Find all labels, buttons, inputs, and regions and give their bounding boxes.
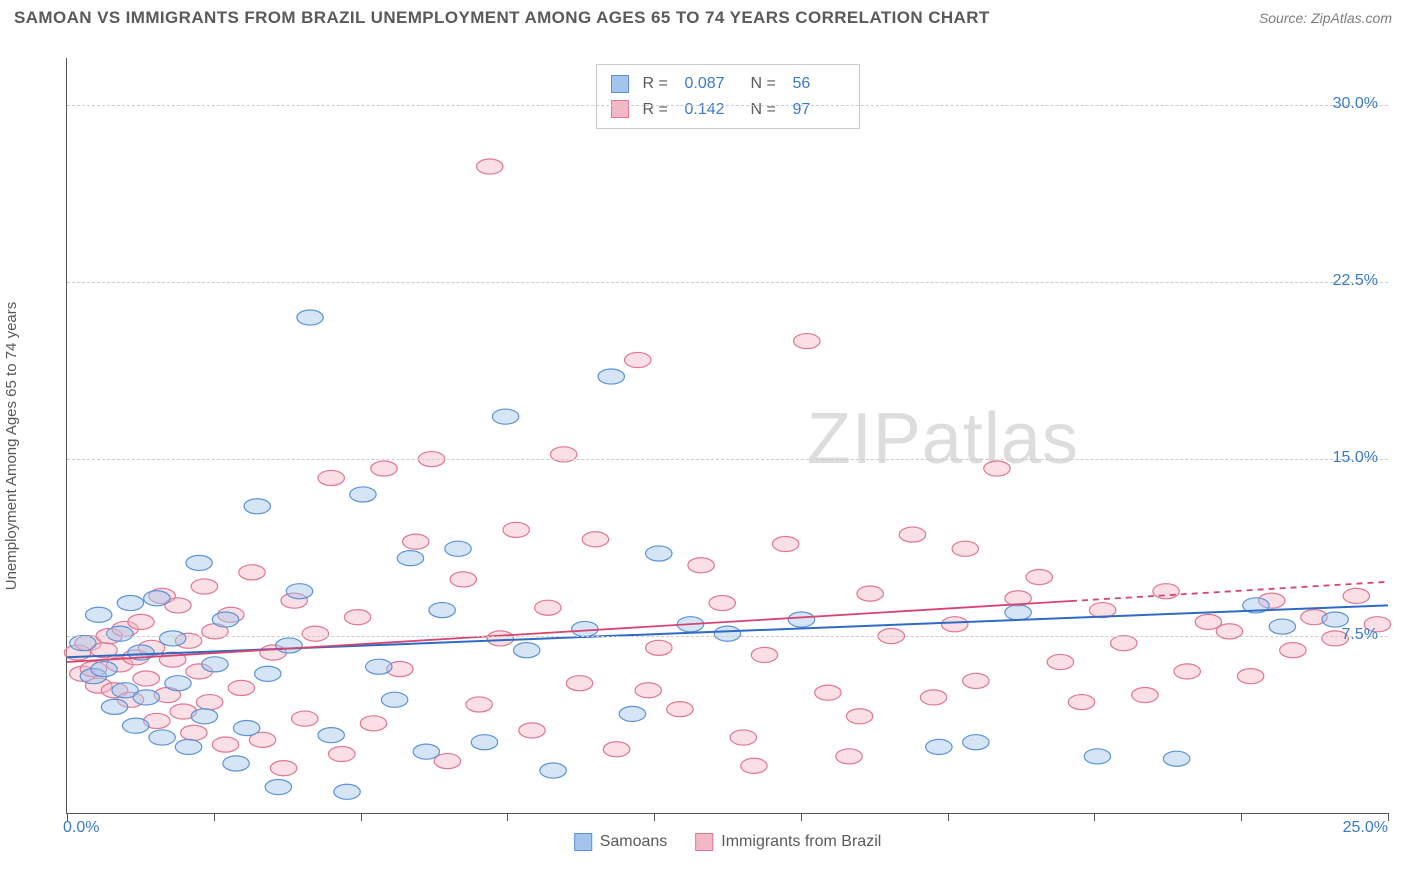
swatch-series-1 bbox=[611, 100, 629, 118]
series-legend: Samoans Immigrants from Brazil bbox=[574, 833, 882, 851]
trend-lines bbox=[67, 58, 1388, 813]
x-tick bbox=[1094, 813, 1095, 821]
swatch-samoans bbox=[574, 833, 592, 851]
x-tick bbox=[1241, 813, 1242, 821]
swatch-brazil bbox=[695, 833, 713, 851]
plot-region: ZIPatlas R = 0.087 N = 56 R = 0.142 N = … bbox=[66, 58, 1388, 814]
gridline bbox=[67, 105, 1388, 106]
x-tick bbox=[67, 813, 68, 821]
legend-item-0: Samoans bbox=[574, 833, 668, 851]
legend-item-1: Immigrants from Brazil bbox=[695, 833, 881, 851]
x-tick bbox=[801, 813, 802, 821]
legend-row-series-0: R = 0.087 N = 56 bbox=[611, 71, 845, 97]
x-tick bbox=[654, 813, 655, 821]
y-axis-title: Unemployment Among Ages 65 to 74 years bbox=[3, 302, 20, 591]
gridline bbox=[67, 459, 1388, 460]
chart-header: SAMOAN VS IMMIGRANTS FROM BRAZIL UNEMPLO… bbox=[0, 0, 1406, 36]
y-tick-label: 15.0% bbox=[1333, 449, 1378, 467]
x-max-label: 25.0% bbox=[1343, 819, 1388, 837]
gridline bbox=[67, 636, 1388, 637]
chart-area: Unemployment Among Ages 65 to 74 years Z… bbox=[36, 48, 1392, 844]
y-tick-label: 30.0% bbox=[1333, 95, 1378, 113]
x-tick bbox=[507, 813, 508, 821]
chart-source: Source: ZipAtlas.com bbox=[1259, 10, 1392, 26]
x-tick bbox=[1388, 813, 1389, 821]
chart-title: SAMOAN VS IMMIGRANTS FROM BRAZIL UNEMPLO… bbox=[14, 8, 990, 28]
x-min-label: 0.0% bbox=[63, 819, 99, 837]
x-tick bbox=[214, 813, 215, 821]
swatch-series-0 bbox=[611, 75, 629, 93]
x-tick bbox=[361, 813, 362, 821]
y-tick-label: 22.5% bbox=[1333, 272, 1378, 290]
legend-row-series-1: R = 0.142 N = 97 bbox=[611, 97, 845, 123]
gridline bbox=[67, 282, 1388, 283]
correlation-legend: R = 0.087 N = 56 R = 0.142 N = 97 bbox=[596, 64, 860, 129]
x-tick bbox=[948, 813, 949, 821]
y-tick-label: 7.5% bbox=[1342, 626, 1378, 644]
